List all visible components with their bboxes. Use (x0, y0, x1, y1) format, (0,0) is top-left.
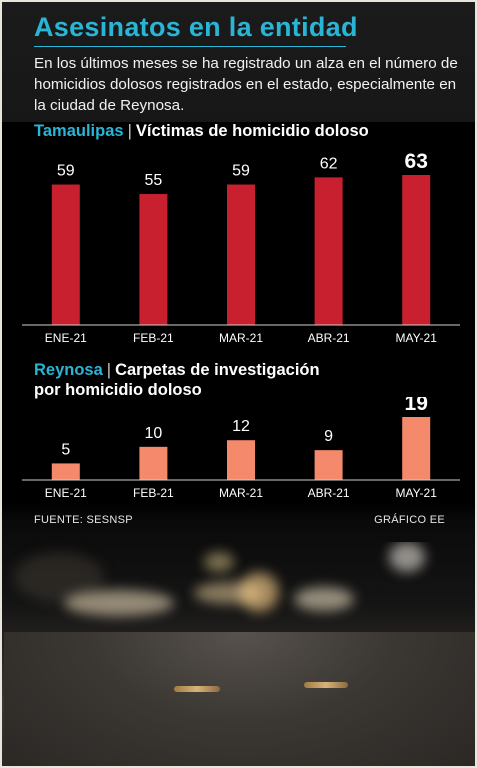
bullet-casing (174, 686, 220, 692)
credit-note: GRÁFICO EE (374, 514, 445, 526)
data-label: 19 (405, 397, 428, 415)
chart2-separator: | (106, 361, 112, 379)
x-tick-label: ABR-21 (308, 331, 350, 345)
bar (314, 450, 343, 480)
bar (227, 440, 255, 480)
chart2-subtitle-line2: por homicidio doloso (34, 381, 202, 399)
bar (402, 417, 431, 480)
chart1-separator: | (127, 122, 132, 140)
chart1-region: Tamaulipas (34, 122, 124, 140)
chart2-heading: Reynosa | Carpetas de investigación por ho… (34, 360, 320, 400)
x-tick-label: FEB-21 (133, 331, 174, 345)
chart-tamaulipas: 59 ENE-21 55 FEB-21 59 MAR-21 62 ABR-21 63 MAY-21 (22, 150, 460, 345)
data-label: 59 (57, 163, 75, 180)
bar (402, 175, 431, 325)
chart2-subtitle-line1: Carpetas de investigación (115, 361, 320, 379)
data-label: 63 (405, 150, 428, 173)
data-label: 62 (320, 155, 338, 172)
bar (314, 177, 343, 325)
x-tick-label: ENE-21 (45, 486, 87, 500)
bar (51, 463, 80, 480)
source-note: FUENTE: SESNSP (34, 514, 133, 526)
bar (227, 184, 255, 325)
data-label: 9 (324, 428, 333, 445)
bar (51, 184, 80, 325)
data-label: 55 (145, 172, 163, 189)
background-photo (4, 542, 475, 766)
data-label: 10 (145, 425, 163, 442)
bar (139, 194, 168, 325)
data-label: 5 (61, 441, 70, 458)
x-tick-label: FEB-21 (133, 486, 174, 500)
road-surface (4, 632, 475, 766)
x-tick-label: MAY-21 (396, 486, 438, 500)
chart2-region: Reynosa (34, 361, 103, 379)
data-label: 59 (232, 163, 250, 180)
x-tick-label: ENE-21 (45, 331, 87, 345)
x-tick-label: ABR-21 (308, 486, 350, 500)
chart1-heading: Tamaulipas | Víctimas de homicidio doloso (34, 122, 369, 141)
bar (139, 446, 168, 480)
chart1-subtitle: Víctimas de homicidio doloso (135, 122, 369, 140)
x-tick-label: MAR-21 (219, 486, 263, 500)
title-underline (34, 46, 346, 47)
x-tick-label: MAY-21 (396, 331, 438, 345)
bullet-casing (304, 682, 348, 688)
chart-reynosa: 5 ENE-21 10 FEB-21 12 MAR-21 9 ABR-21 19 MAY-21 (22, 397, 460, 500)
intro-text: En los últimos meses se ha registrado un… (34, 55, 458, 114)
page-title: Asesinatos en la entidad (34, 12, 358, 42)
x-tick-label: MAR-21 (219, 331, 263, 345)
data-label: 12 (232, 418, 250, 435)
